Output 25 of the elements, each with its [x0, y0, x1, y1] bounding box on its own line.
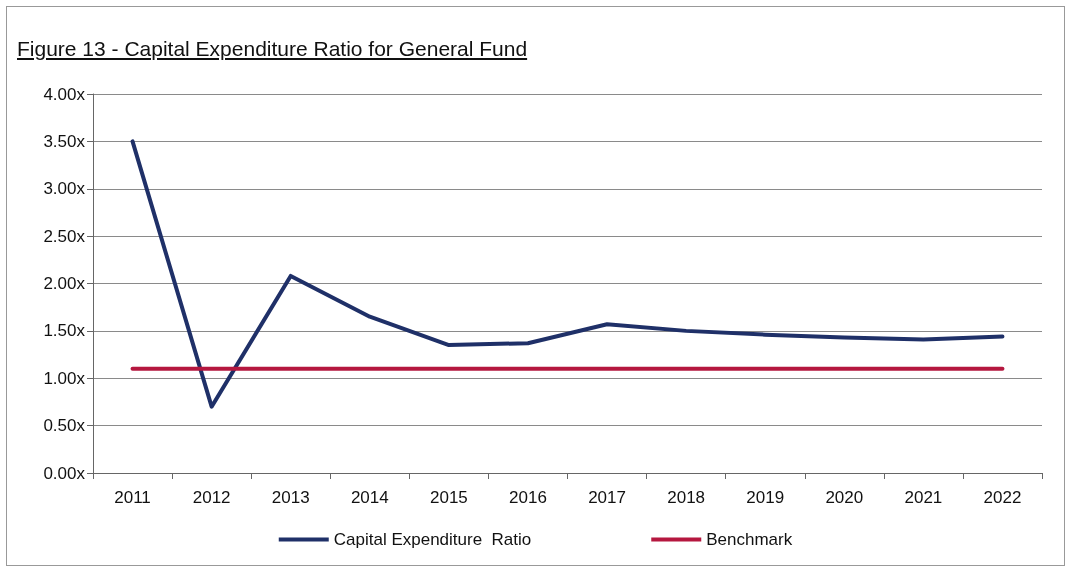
y-tick-label: 3.00x — [43, 179, 86, 199]
x-tick-label: 2021 — [904, 488, 943, 507]
y-tick-label: 0.00x — [43, 463, 86, 483]
y-tick-label: 2.00x — [43, 274, 86, 293]
chart-title: Figure 13 - Capital Expenditure Ratio for General Fund — [17, 37, 528, 61]
y-tick-label: 1.00x — [43, 368, 86, 388]
x-tick-label: 2020 — [825, 488, 864, 507]
x-tick-label: 2015 — [429, 488, 468, 507]
y-tick-label: 2.50x — [43, 226, 86, 246]
x-tick-label: 2016 — [509, 488, 547, 507]
y-tick-label: 4.00x — [43, 84, 86, 104]
x-tick-label: 2022 — [983, 488, 1022, 507]
x-tick-label: 2011 — [114, 488, 151, 507]
x-tick-label: 2018 — [667, 488, 706, 507]
x-tick-label: 2017 — [588, 488, 626, 507]
y-tick-label: 1.50x — [43, 321, 86, 341]
x-tick-label: 2019 — [746, 488, 785, 507]
x-tick-label: 2014 — [350, 488, 389, 507]
legend-label: Capital Expenditure Ratio — [333, 530, 532, 549]
line-series — [130, 139, 1005, 409]
x-tick-label: 2012 — [192, 488, 231, 507]
legend-label: Benchmark — [706, 530, 793, 549]
y-tick-label: 3.50x — [43, 131, 86, 151]
y-tick-label: 0.50x — [43, 416, 86, 436]
x-tick-label: 2013 — [271, 488, 310, 507]
